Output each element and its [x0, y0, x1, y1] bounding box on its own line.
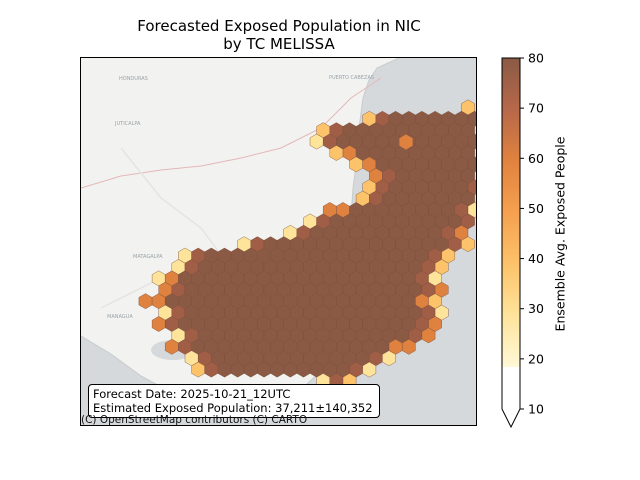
colorbar-outline: [501, 57, 521, 429]
basemap: HONDURAS PUERTO CABEZAS JUTICALPA MATAGA…: [81, 58, 476, 409]
colorbar-tick-label: 60: [528, 151, 544, 166]
exposure-hex: [382, 350, 396, 367]
colorbar-tick-label: 40: [528, 251, 544, 266]
colorbar-tick-label: 20: [528, 351, 544, 366]
place-label: HONDURAS: [119, 76, 148, 82]
country-border: [81, 77, 382, 189]
exposed-population: Estimated Exposed Population: 37,211±140…: [93, 401, 373, 415]
hexbin-layer: [138, 99, 476, 389]
map-attribution: (C) OpenStreetMap contributors (C) CARTO: [81, 414, 308, 426]
colorbar-tick-label: 10: [528, 402, 544, 417]
colorbar: 10 20 30 40 50 60 70 80: [492, 50, 602, 440]
colorbar-extend-min: [502, 409, 520, 427]
exposure-hex: [399, 134, 413, 150]
exposure-hex: [461, 236, 475, 253]
colorbar-gradient: [502, 58, 520, 367]
place-label: PUERTO CABEZAS: [329, 75, 374, 81]
exposure-hex: [402, 338, 416, 355]
title-line-2: by TC MELISSA: [223, 35, 335, 53]
colorbar-low-band: [502, 367, 520, 409]
exposure-hex: [362, 361, 377, 378]
colorbar-tick-label: 50: [528, 201, 544, 216]
colorbar-tick-label: 80: [528, 51, 544, 66]
colorbar-ticks: 10 20 30 40 50 60 70 80: [520, 51, 544, 417]
forecast-date: Forecast Date: 2025-10-21_12UTC: [93, 387, 291, 401]
exposure-hex: [421, 327, 436, 344]
title-line-1: Forecasted Exposed Population in NIC: [137, 17, 421, 35]
road: [120, 147, 232, 269]
place-label: JUTICALPA: [114, 121, 141, 127]
map-panel[interactable]: HONDURAS PUERTO CABEZAS JUTICALPA MATAGA…: [80, 57, 477, 426]
info-box: Forecast Date: 2025-10-21_12UTC Estimate…: [88, 384, 380, 418]
map-title: Forecasted Exposed Population in NIC by …: [80, 17, 478, 53]
colorbar-tick-label: 30: [528, 301, 544, 316]
colorbar-label: Ensemble Avg. Exposed People: [552, 136, 568, 332]
place-label: MATAGALPA: [133, 254, 163, 260]
colorbar-tick-label: 70: [528, 101, 544, 116]
place-label: MANAGUA: [107, 314, 133, 320]
